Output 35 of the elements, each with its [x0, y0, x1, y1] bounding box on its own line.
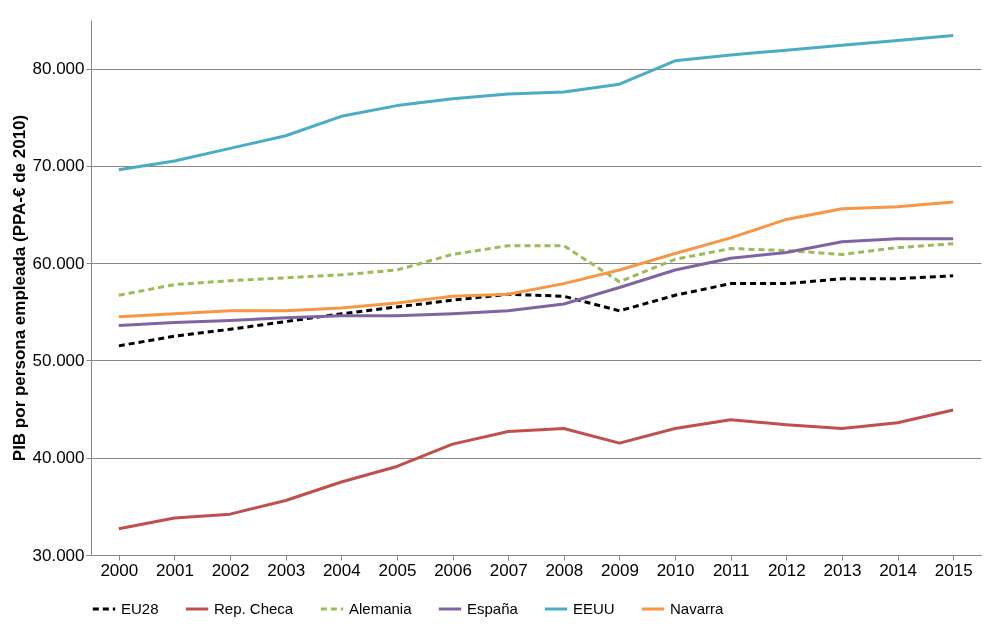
line-series	[117, 200, 955, 319]
x-tick-label: 2003	[267, 560, 306, 580]
x-tick-label: 2012	[767, 560, 806, 580]
y-tick-label: 40.000	[32, 448, 85, 468]
x-tick-label: 2001	[156, 560, 194, 580]
line-series	[117, 408, 955, 531]
x-tick-label: 2013	[823, 560, 862, 580]
line-series	[117, 242, 955, 297]
legend-label: Alemania	[349, 600, 413, 617]
x-tick-label: 2004	[322, 560, 361, 580]
x-tick-label: 2010	[656, 560, 695, 580]
x-tick-label: 2008	[545, 560, 584, 580]
x-tick-label: 2011	[712, 560, 750, 580]
y-tick-label: 60.000	[32, 253, 85, 273]
line-series	[117, 237, 955, 327]
y-tick-label: 80.000	[32, 59, 85, 79]
line-series	[117, 274, 955, 348]
x-tick-label: 2015	[934, 560, 973, 580]
x-tick-label: 2002	[211, 560, 250, 580]
x-tick-label: 2014	[879, 560, 917, 580]
legend-label: España	[467, 600, 519, 617]
legend-label: EEUU	[573, 600, 615, 617]
y-tick-label: 70.000	[32, 156, 85, 176]
y-tick-label: 50.000	[32, 350, 85, 370]
legend-label: Rep. Checa	[214, 600, 294, 617]
x-tick-label: 2005	[378, 560, 417, 580]
line-series	[117, 34, 955, 172]
legend-label: Navarra	[670, 600, 725, 617]
legend-label: EU28	[121, 600, 159, 617]
y-tick-label: 30.000	[32, 545, 85, 565]
x-tick-label: 2000	[100, 560, 139, 580]
x-tick-label: 2006	[434, 560, 472, 580]
x-tick-label: 2007	[489, 560, 528, 580]
y-axis-title: PIB por persona empleada (PPA-€ de 2010)	[9, 114, 29, 462]
x-tick-label: 2009	[601, 560, 639, 580]
